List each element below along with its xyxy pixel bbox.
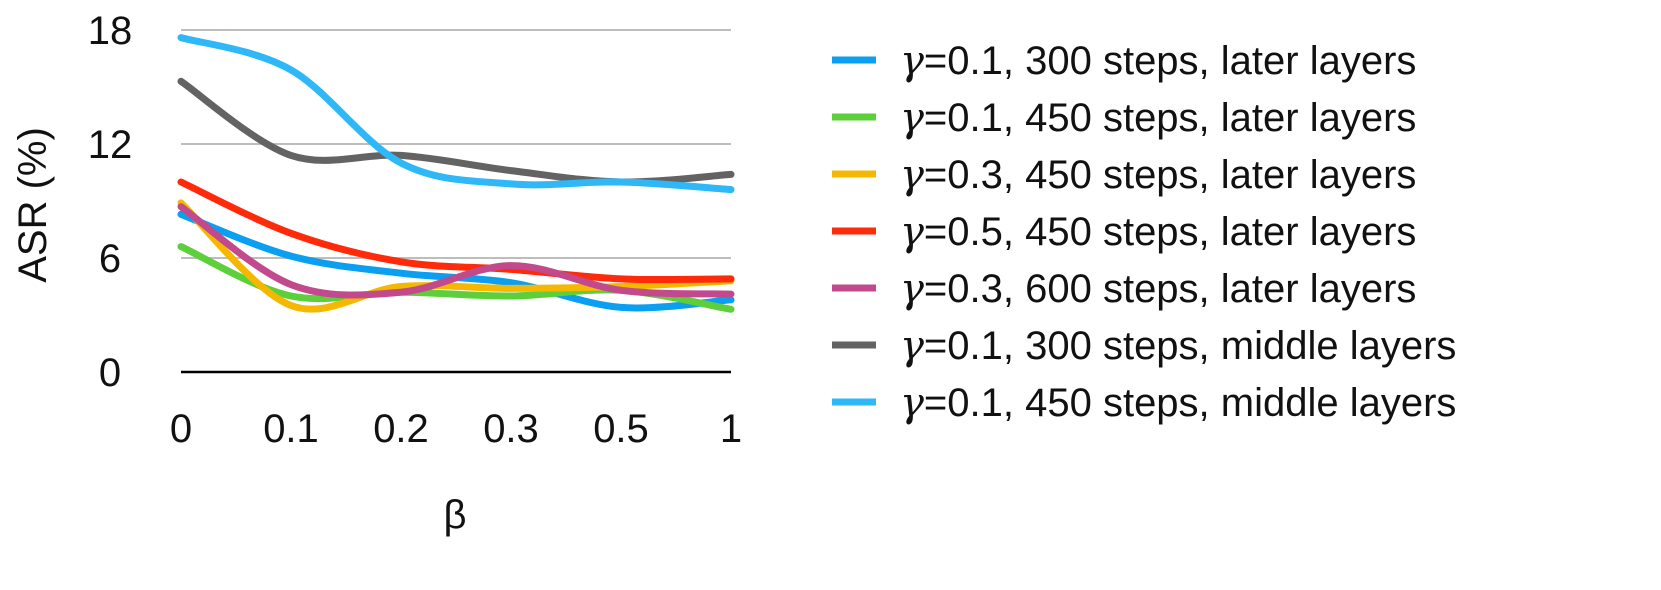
y-tick-label: 12 [88, 123, 133, 167]
legend-label-symbol: γ [900, 95, 924, 141]
legend-label: γ=0.1, 450 steps, middle layers [900, 380, 1456, 426]
series-line-7 [177, 34, 735, 194]
x-axis-title: β [443, 493, 466, 537]
legend-item: γ=0.1, 450 steps, middle layers [832, 380, 1456, 426]
x-tick-label: 0.1 [263, 407, 319, 451]
gridlines [181, 29, 731, 374]
series-line-6 [177, 77, 735, 186]
legend-label: γ=0.3, 450 steps, later layers [900, 152, 1416, 198]
x-tick-label: 0 [170, 407, 192, 451]
legend-label-text: =0.3, 600 steps, later layers [924, 267, 1417, 311]
legend-label-text: =0.5, 450 steps, later layers [924, 210, 1417, 254]
legend-label-text: =0.1, 450 steps, later layers [924, 96, 1417, 140]
legend-item: γ=0.1, 450 steps, later layers [832, 95, 1416, 141]
series-line-5 [177, 203, 735, 299]
y-axis-ticks: 0 6 12 18 [88, 9, 133, 395]
legend-label-symbol: γ [900, 380, 924, 426]
x-tick-label: 0.5 [593, 407, 649, 451]
x-tick-label: 0.3 [483, 407, 539, 451]
legend-label-symbol: γ [900, 266, 924, 312]
x-tick-label: 1 [720, 407, 742, 451]
legend-item: γ=0.1, 300 steps, middle layers [832, 323, 1456, 369]
legend-label: γ=0.1, 300 steps, middle layers [900, 323, 1456, 369]
y-tick-label: 6 [99, 237, 121, 281]
legend-label-text: =0.1, 300 steps, later layers [924, 39, 1417, 83]
series-lines [177, 34, 735, 313]
legend-label: γ=0.1, 300 steps, later layers [900, 38, 1416, 84]
legend-label-symbol: γ [900, 323, 924, 369]
x-tick-label: 0.2 [373, 407, 429, 451]
legend-label: γ=0.5, 450 steps, later layers [900, 209, 1416, 255]
legend-item: γ=0.1, 300 steps, later layers [832, 38, 1416, 84]
series-line-4 [177, 178, 735, 284]
legend-label-symbol: γ [900, 209, 924, 255]
legend-label-symbol: γ [900, 38, 924, 84]
legend-label-symbol: γ [900, 152, 924, 198]
legend-label: γ=0.1, 450 steps, later layers [900, 95, 1416, 141]
x-axis-ticks: 0 0.1 0.2 0.3 0.5 1 [170, 407, 742, 451]
y-tick-label: 18 [88, 9, 133, 53]
legend-item: γ=0.5, 450 steps, later layers [832, 209, 1416, 255]
y-axis-title: ASR (%) [11, 127, 55, 283]
legend-label-text: =0.3, 450 steps, later layers [924, 153, 1417, 197]
legend-label-text: =0.1, 300 steps, middle layers [924, 324, 1457, 368]
legend-label-text: =0.1, 450 steps, middle layers [924, 381, 1457, 425]
y-tick-label: 0 [99, 351, 121, 395]
legend-item: γ=0.3, 450 steps, later layers [832, 152, 1416, 198]
legend-item: γ=0.3, 600 steps, later layers [832, 266, 1416, 312]
legend-label: γ=0.3, 600 steps, later layers [900, 266, 1416, 312]
